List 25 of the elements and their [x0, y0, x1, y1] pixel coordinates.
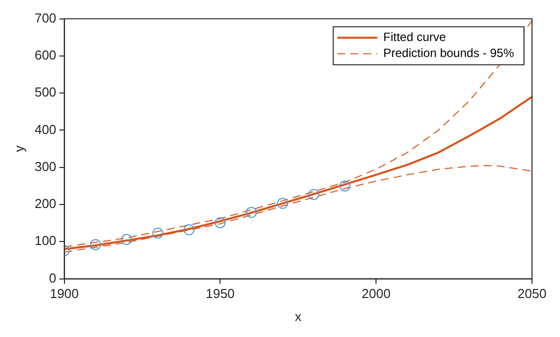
y-tick-label: 300	[34, 158, 56, 174]
x-tick-label: 1900	[50, 286, 79, 302]
y-tick-label: 200	[34, 196, 56, 212]
point	[184, 224, 195, 236]
x-tick-label: 1950	[206, 286, 235, 302]
y-tick-label: 600	[34, 48, 56, 63]
y-axis-title: y	[11, 145, 26, 152]
y-tick-label: 500	[34, 84, 56, 100]
point	[308, 188, 320, 200]
point	[246, 206, 257, 218]
y-tick-label: 0	[49, 270, 56, 286]
y-tick-label: 400	[34, 122, 56, 137]
x-tick-label: 2050	[518, 286, 546, 302]
point	[277, 198, 288, 209]
point	[152, 228, 164, 239]
point	[90, 239, 101, 250]
point	[339, 180, 350, 192]
y-tick-label: 100	[34, 233, 56, 248]
y-tick-label: 700	[34, 10, 56, 26]
x-tick-label: 2000	[362, 286, 391, 302]
legend-label: Prediction bounds - 95%	[383, 46, 514, 60]
legend-label: Fitted curve	[383, 30, 446, 44]
x-axis-title: x	[294, 308, 302, 324]
point	[121, 234, 132, 245]
point	[214, 217, 226, 228]
